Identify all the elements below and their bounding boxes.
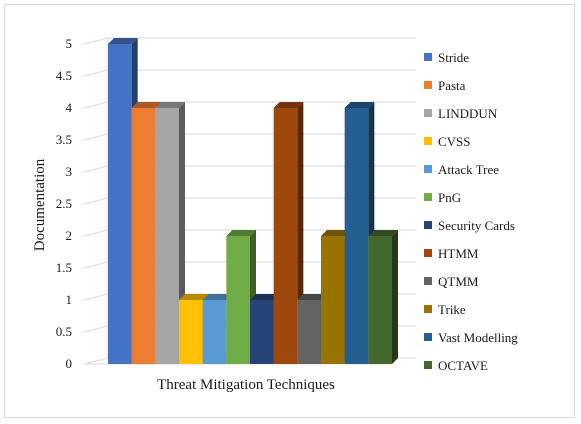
- legend-label: CVSS: [438, 134, 471, 149]
- legend-item: Attack Tree: [424, 162, 499, 177]
- legend-item: Pasta: [424, 78, 466, 93]
- bar-front: [368, 236, 392, 364]
- legend-swatch: [424, 109, 432, 117]
- legend-item: CVSS: [424, 134, 471, 149]
- bar-top: [202, 294, 233, 300]
- gridline-depth: [83, 229, 109, 237]
- bar-top: [131, 102, 162, 108]
- bar-top: [108, 38, 138, 44]
- gridline-depth: [83, 165, 109, 173]
- bar-front: [297, 300, 321, 364]
- bar-front: [108, 44, 132, 364]
- legend-label: Pasta: [438, 78, 466, 93]
- bar-front: [250, 300, 274, 364]
- legend-label: Attack Tree: [438, 162, 499, 177]
- gridline-depth: [83, 197, 109, 205]
- legend-swatch: [424, 137, 432, 145]
- y-axis-label: Documentation: [32, 158, 48, 251]
- bar-front: [155, 108, 179, 364]
- bar-front: [321, 236, 345, 364]
- y-tick-label: 3.5: [56, 132, 72, 147]
- legend-label: QTMM: [438, 274, 479, 289]
- y-tick-label: 4: [66, 100, 73, 115]
- gridline-depth: [83, 293, 109, 301]
- bar-top: [297, 294, 327, 300]
- legend-label: LINDDUN: [438, 106, 498, 121]
- y-tick-label: 0: [66, 356, 73, 371]
- legend-label: Security Cards: [438, 218, 515, 233]
- y-tick-label: 2: [66, 228, 73, 243]
- bar-octave: [368, 230, 398, 364]
- bar-top: [344, 102, 375, 108]
- gridline-depth: [83, 101, 109, 109]
- legend: Stride Pasta LINDDUN CVSS Attack Tree PnG Secu…: [424, 50, 518, 373]
- y-tick-label: 1: [66, 292, 73, 307]
- legend-label: Stride: [438, 50, 469, 65]
- legend-swatch: [424, 361, 432, 369]
- legend-item: PnG: [424, 190, 461, 205]
- bar-top: [226, 230, 256, 236]
- legend-label: Vast Modelling: [438, 330, 518, 345]
- bar-side: [392, 230, 398, 364]
- bars: [108, 38, 398, 364]
- gridline-depth: [83, 325, 109, 333]
- legend-swatch: [424, 53, 432, 61]
- legend-item: Vast Modelling: [424, 330, 518, 345]
- legend-item: QTMM: [424, 274, 479, 289]
- legend-label: PnG: [438, 190, 461, 205]
- bar-top: [321, 230, 351, 236]
- y-tick-label: 1.5: [56, 260, 72, 275]
- bar-front: [179, 300, 203, 364]
- gridline-depth: [83, 133, 109, 141]
- gridline-depth: [83, 261, 109, 269]
- legend-swatch: [424, 305, 432, 313]
- legend-label: OCTAVE: [438, 358, 488, 373]
- legend-item: OCTAVE: [424, 358, 488, 373]
- legend-swatch: [424, 333, 432, 341]
- legend-item: Trike: [424, 302, 466, 317]
- bar-front: [202, 300, 227, 364]
- legend-swatch: [424, 165, 432, 173]
- legend-item: Security Cards: [424, 218, 515, 233]
- y-axis-ticks: 0 0.5 1 1.5 2 2.5 3 3.5 4 4.5 5: [56, 36, 73, 371]
- bar-front: [131, 108, 156, 364]
- bar-top: [273, 102, 304, 108]
- gridline-depth: [83, 357, 109, 365]
- legend-item: Stride: [424, 50, 469, 65]
- gridline-depth: [83, 69, 109, 77]
- legend-label: HTMM: [438, 246, 479, 261]
- bar-top: [155, 102, 185, 108]
- gridline-depth: [83, 37, 109, 45]
- y-tick-label: 2.5: [56, 196, 72, 211]
- bar-front: [226, 236, 250, 364]
- legend-swatch: [424, 193, 432, 201]
- bar-top: [179, 294, 209, 300]
- y-tick-label: 0.5: [56, 324, 72, 339]
- legend-item: HTMM: [424, 246, 479, 261]
- legend-swatch: [424, 277, 432, 285]
- y-tick-label: 3: [66, 164, 73, 179]
- bar-top: [368, 230, 398, 236]
- y-tick-label: 5: [66, 36, 73, 51]
- legend-swatch: [424, 249, 432, 257]
- bar-front: [273, 108, 298, 364]
- y-tick-label: 4.5: [56, 68, 72, 83]
- legend-item: LINDDUN: [424, 106, 498, 121]
- bar-front: [344, 108, 369, 364]
- legend-label: Trike: [438, 302, 466, 317]
- legend-swatch: [424, 81, 432, 89]
- x-axis-label: Threat Mitigation Techniques: [157, 377, 335, 393]
- legend-swatch: [424, 221, 432, 229]
- bar-top: [250, 294, 280, 300]
